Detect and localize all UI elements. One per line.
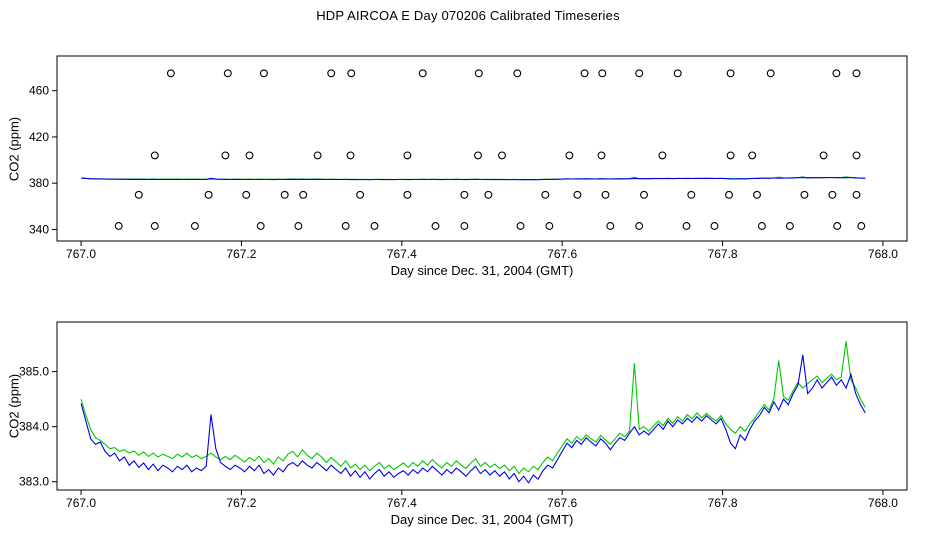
co2-series-green (80, 341, 866, 475)
svg-text:767.2: 767.2 (226, 496, 256, 510)
panel-bottom: 767.0 767.2 767.4 767.6 767.8 768.0 383.0 384.0… (19, 321, 908, 510)
reference-gas-circles-475 (166, 69, 861, 78)
svg-text:767.8: 767.8 (708, 247, 738, 261)
co2-series-blue (81, 176, 866, 181)
x-axis-ticks: 767.0 767.2 767.4 767.6 767.8 768.0 (66, 241, 898, 261)
svg-text:767.0: 767.0 (66, 247, 96, 261)
svg-text:384.0: 384.0 (19, 420, 49, 434)
svg-text:768.0: 768.0 (868, 247, 898, 261)
svg-text:767.8: 767.8 (708, 496, 738, 510)
co2-series-blue (80, 354, 866, 484)
y-axis-ticks: 383.0 384.0 385.0 (19, 365, 57, 489)
svg-text:383.0: 383.0 (19, 475, 49, 489)
plot-box (56, 55, 908, 242)
top-x-axis-label: Day since Dec. 31, 2004 (GMT) (390, 263, 574, 278)
svg-text:380: 380 (29, 176, 49, 190)
svg-text:767.6: 767.6 (547, 496, 577, 510)
reference-gas-circles-370 (134, 190, 861, 199)
svg-text:460: 460 (29, 84, 49, 98)
reference-gas-circles-343 (114, 222, 866, 230)
bottom-x-axis-label: Day since Dec. 31, 2004 (GMT) (390, 512, 574, 527)
svg-text:385.0: 385.0 (19, 365, 49, 379)
top-y-axis-label: CO2 (ppm) (6, 116, 22, 182)
panel-top: 767.0 767.2 767.4 767.6 767.8 768.0 340 380 420 4… (29, 55, 908, 261)
chart-title: HDP AIRCOA E Day 070206 Calibrated Times… (316, 8, 620, 23)
svg-text:767.2: 767.2 (226, 247, 256, 261)
plot-box (56, 321, 908, 491)
svg-text:420: 420 (29, 130, 49, 144)
y-axis-ticks: 340 380 420 460 (29, 84, 57, 236)
svg-text:767.4: 767.4 (387, 496, 417, 510)
bottom-y-axis-label: CO2 (ppm) (6, 373, 22, 439)
svg-text:767.6: 767.6 (547, 247, 577, 261)
svg-text:340: 340 (29, 222, 49, 236)
reference-gas-circles-404 (150, 151, 861, 160)
svg-text:767.4: 767.4 (387, 247, 417, 261)
svg-text:767.0: 767.0 (66, 496, 96, 510)
x-axis-ticks: 767.0 767.2 767.4 767.6 767.8 768.0 (66, 490, 898, 510)
svg-text:768.0: 768.0 (868, 496, 898, 510)
